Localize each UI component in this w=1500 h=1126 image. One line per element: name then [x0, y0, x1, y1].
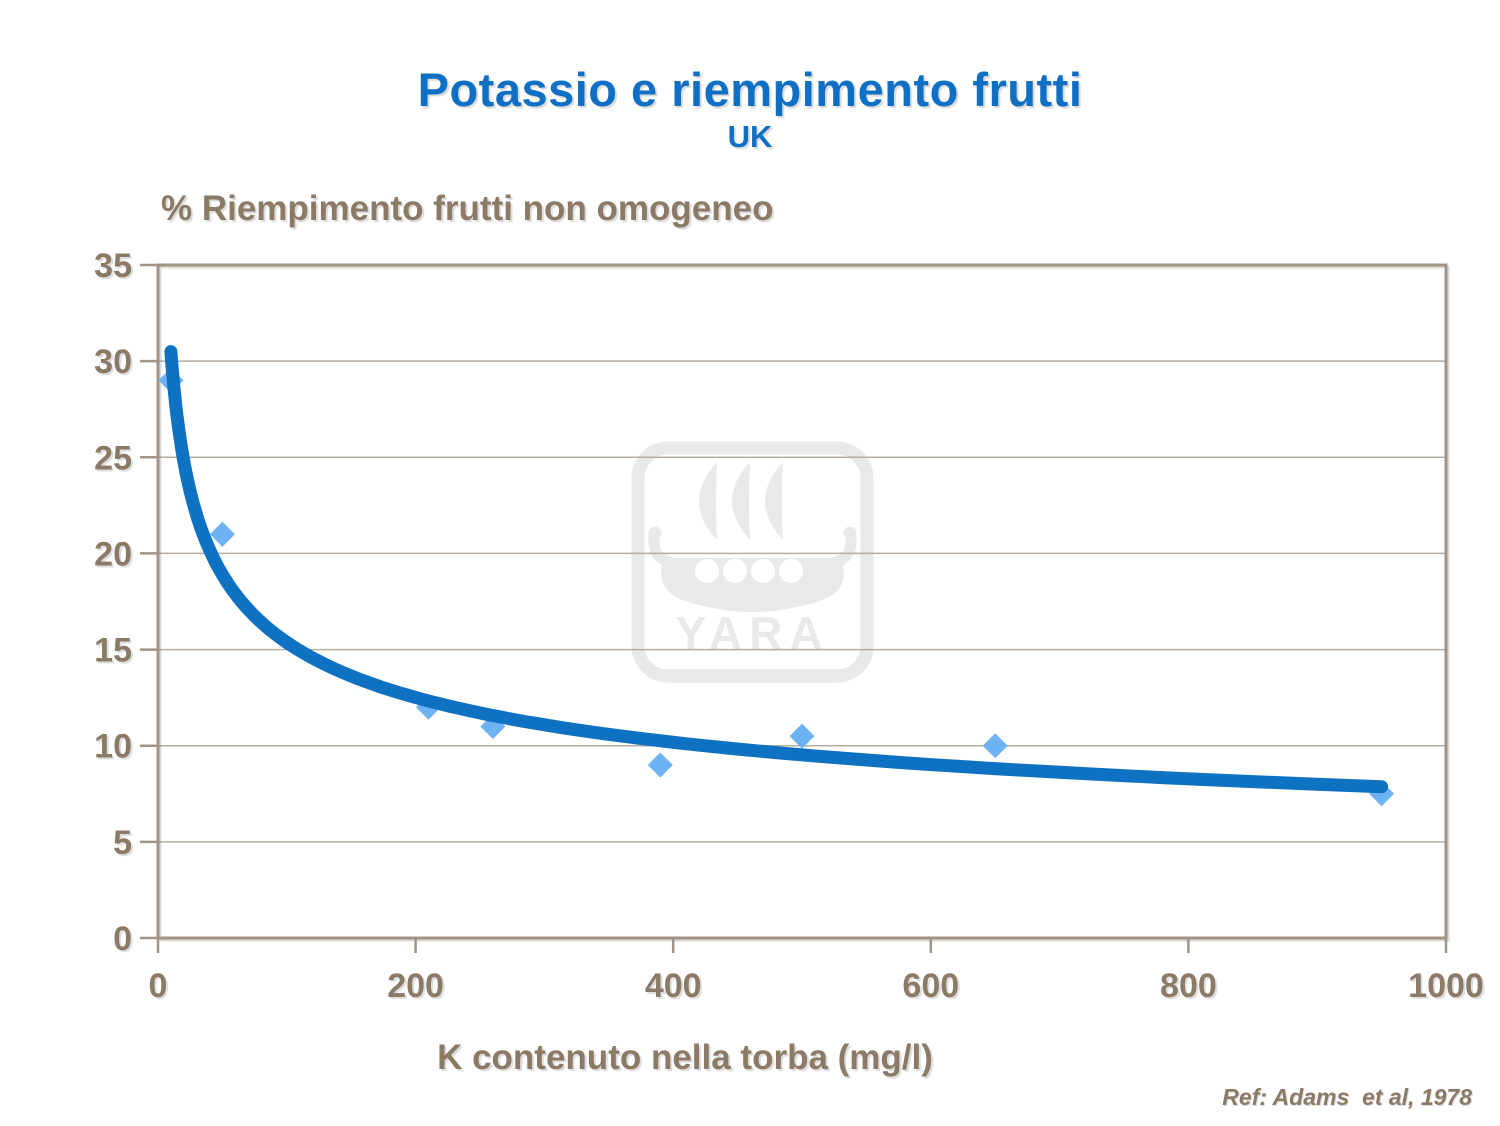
x-axis-title: K contenuto nella torba (mg/l): [437, 1038, 933, 1077]
axis-tick-labels: 0 5 10 15 20 25 30 35 0 200 400 600 800 1000: [94, 247, 1484, 1005]
page-title: Potassio e riempimento frutti: [417, 63, 1083, 116]
x-tick-label-600: 600: [902, 967, 959, 1005]
plot-border: [156, 263, 1448, 940]
sail-icon: [765, 462, 783, 540]
data-point-diamond: [982, 733, 1008, 759]
watermark-text: YARA: [675, 607, 829, 659]
reference-note: Ref: Adams et al, 1978: [1222, 1084, 1472, 1110]
y-tick-label-25: 25: [94, 439, 132, 477]
data-point-diamond: [209, 521, 235, 547]
y-tick-label-35: 35: [94, 247, 132, 285]
y-tick-label-0: 0: [113, 920, 132, 958]
data-point-diamond: [789, 723, 815, 749]
stern-curl-icon: [843, 526, 857, 540]
page-subtitle: UK: [727, 119, 773, 154]
stern-icon: [829, 530, 857, 568]
y-tick-label-20: 20: [94, 535, 132, 573]
x-tick-label-200: 200: [387, 967, 444, 1005]
shield-hole: [751, 559, 775, 583]
shield-hole: [695, 559, 719, 583]
y-axis-title: % Riempimento frutti non omogeneo: [161, 189, 774, 228]
data-point-diamond: [647, 752, 673, 778]
yara-watermark-icon: YARA: [631, 441, 874, 683]
trendline-path: [164, 345, 1389, 794]
sail-icon: [699, 462, 717, 540]
y-tick-label-10: 10: [94, 728, 132, 766]
y-tick-label-30: 30: [94, 343, 132, 381]
axis-ticks: [140, 263, 1448, 953]
plot-frame: [156, 263, 1448, 940]
x-tick-label-400: 400: [645, 967, 702, 1005]
x-tick-label-1000: 1000: [1408, 967, 1484, 1005]
x-tick-label-0: 0: [149, 967, 168, 1005]
y-tick-label-5: 5: [113, 824, 132, 862]
shield-hole: [779, 559, 803, 583]
shield-hole: [723, 559, 747, 583]
sail-icon: [732, 462, 750, 540]
watermark-frame: [631, 441, 874, 683]
prow-icon: [648, 530, 676, 568]
y-tick-label-15: 15: [94, 632, 132, 670]
x-tick-label-800: 800: [1160, 967, 1217, 1005]
prow-curl-icon: [648, 526, 662, 540]
trend-curve: [164, 345, 1389, 794]
